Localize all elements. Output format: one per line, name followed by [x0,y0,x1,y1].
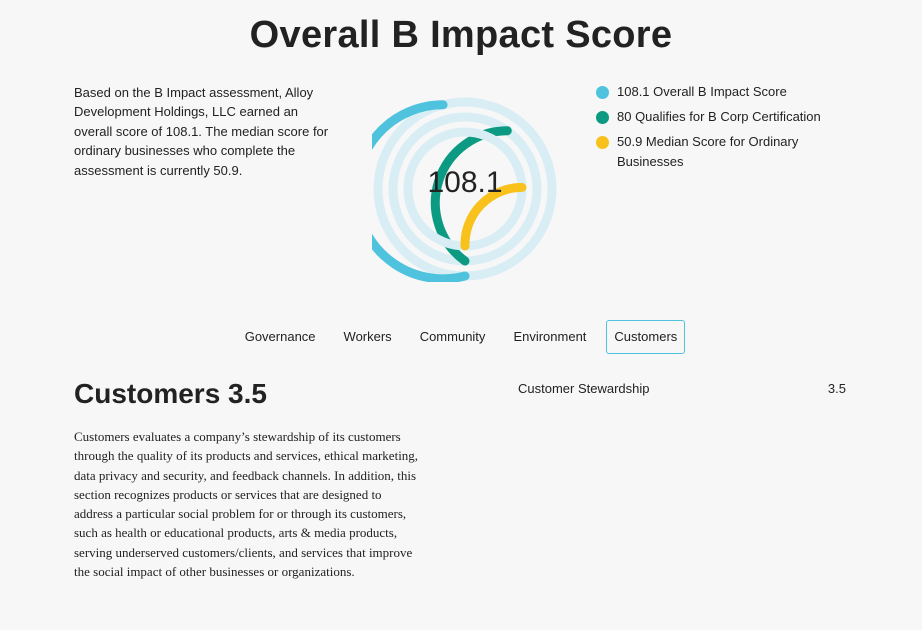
tab-governance[interactable]: Governance [244,329,316,344]
legend-item-median: 50.9 Median Score for Ordinary Businesse… [596,132,836,171]
score-rings [372,97,557,282]
legend-label-qualifies: 80 Qualifies for B Corp Certification [617,109,821,124]
tab-community[interactable]: Community [419,329,486,344]
legend-dot-median [596,135,609,149]
score-gauge: 108.1 [372,96,558,282]
subscore-row: Customer Stewardship 3.5 [518,381,846,396]
tab-environment[interactable]: Environment [513,329,587,344]
intro-text: Based on the B Impact assessment, Alloy … [74,85,329,178]
legend-item-qualifies: 80 Qualifies for B Corp Certification [596,107,836,127]
section-title: Customers 3.5 [74,378,267,409]
section-description: Customers evaluates a company’s stewards… [74,429,419,580]
legend-dot-qualifies [596,110,609,124]
legend-item-overall: 108.1 Overall B Impact Score [596,82,836,102]
impact-area-tabs: Governance Workers Community Environment… [0,320,922,354]
legend-label-median: 50.9 Median Score for Ordinary Businesse… [617,134,799,169]
legend-dot-overall [596,85,609,99]
legend-label-overall: 108.1 Overall B Impact Score [617,84,787,99]
ring-arc-overall [372,100,470,282]
gauge-center-value: 108.1 [427,166,503,199]
ring-arc-median [460,182,527,251]
page-title: Overall B Impact Score [249,14,673,56]
score-legend: 108.1 Overall B Impact Score 80 Qualifie… [596,82,836,177]
tab-customers[interactable]: Customers [606,320,686,354]
subscore-list: Customer Stewardship 3.5 [518,381,846,396]
subscore-label: Customer Stewardship [518,381,650,396]
subscore-value: 3.5 [827,381,846,396]
tab-workers[interactable]: Workers [343,329,392,344]
